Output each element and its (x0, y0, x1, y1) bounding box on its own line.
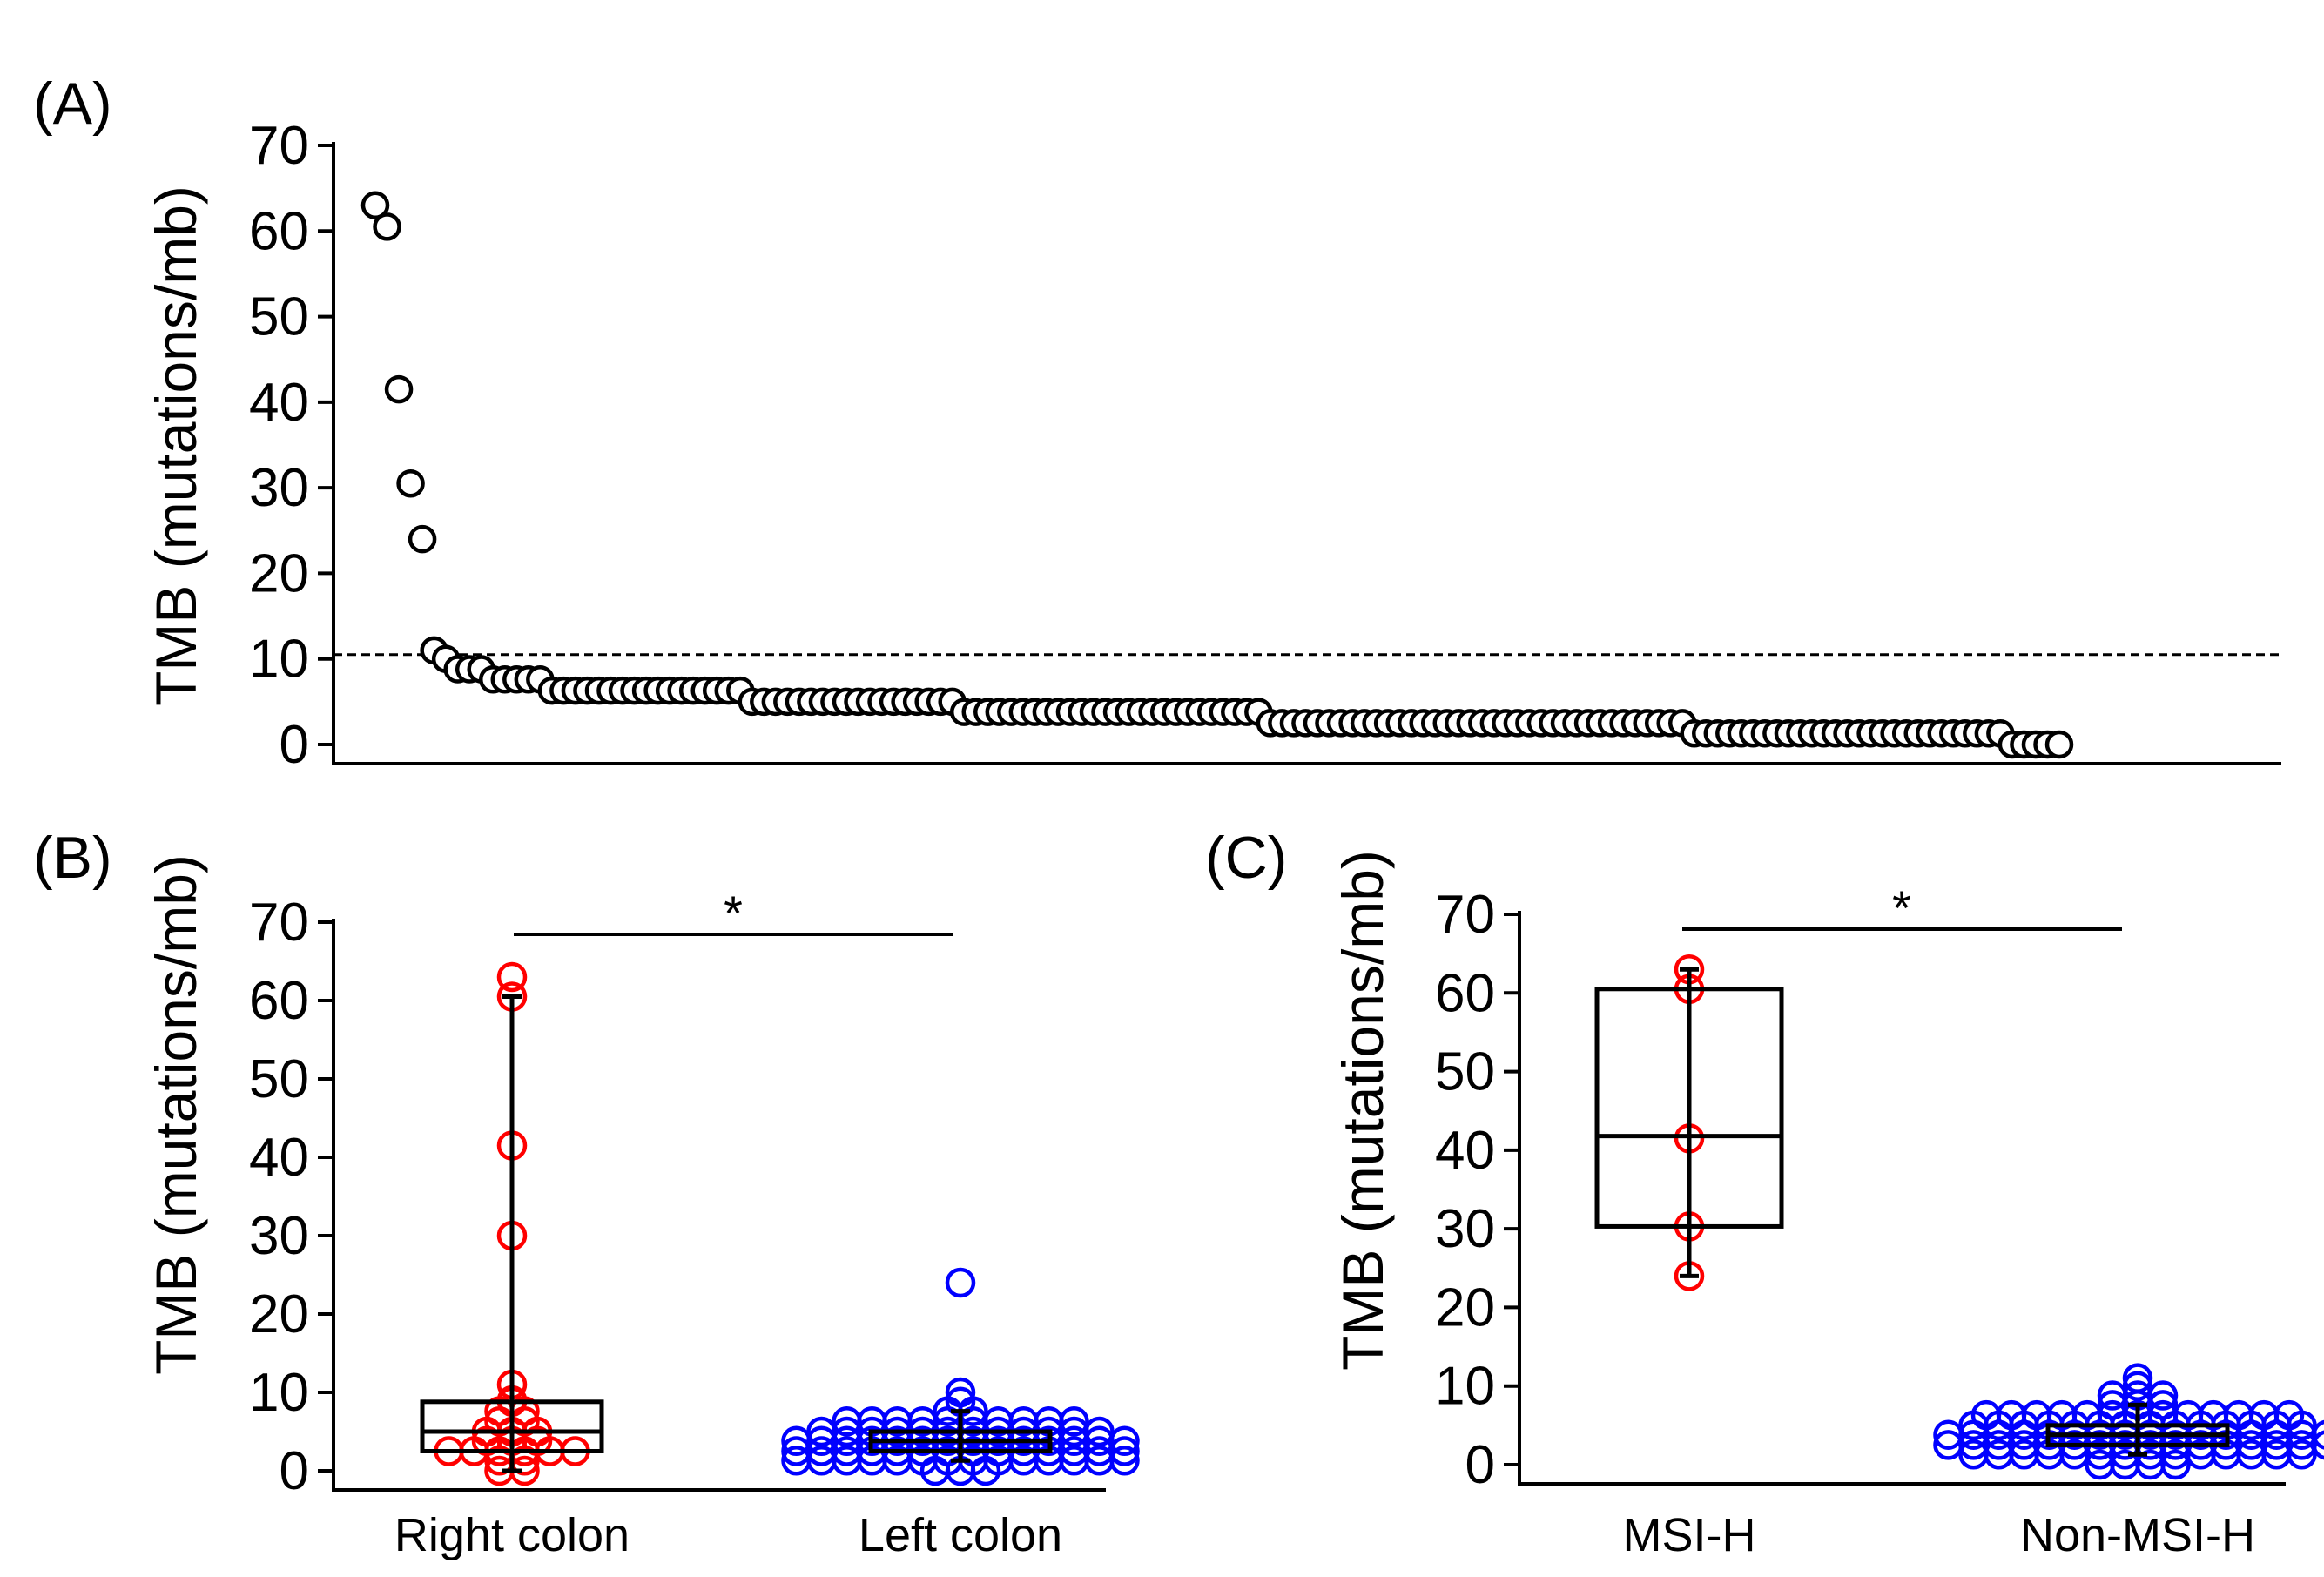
panel-b-point (1109, 1446, 1140, 1476)
panel-c-point (2312, 1419, 2324, 1450)
panel-c-ytick-label: 70 (1435, 885, 1495, 945)
panel-a-ytick-label: 40 (249, 373, 309, 433)
panel-a-ytick-label: 0 (280, 715, 309, 775)
panel-b: (B) TMB (mutations/mb) 0 10 20 30 40 50 60 70 R… (33, 825, 1140, 1561)
panel-b-axes: 0 10 20 30 40 50 60 70 (249, 893, 1106, 1501)
panel-a: (A) TMB (mutations/mb) 0 10 20 30 40 50 60 70 (33, 71, 2281, 775)
panel-c-ytick-label: 30 (1435, 1199, 1495, 1259)
panel-a-point (2044, 730, 2074, 759)
panel-a-point (408, 524, 437, 554)
panel-b-point (945, 1267, 976, 1298)
panel-b-ytick-label: 30 (249, 1206, 309, 1266)
panel-c-ytick-label: 10 (1435, 1357, 1495, 1417)
panel-a-ylabel: TMB (mutations/mb) (144, 185, 208, 706)
panel-a-point (373, 212, 401, 241)
panel-a-ytick-label: 20 (249, 543, 309, 603)
panel-b-point (1109, 1425, 1140, 1457)
panel-c-ytick-label: 20 (1435, 1277, 1495, 1338)
panel-c-category-label: Non-MSI-H (2020, 1509, 2255, 1561)
panel-b-ytick-label: 70 (249, 893, 309, 953)
panel-c-plot: MSI-H Non-MSI-H * (1594, 880, 2324, 1561)
panel-c-point (2122, 1371, 2153, 1401)
panel-b-point (1084, 1416, 1115, 1447)
panel-a-point (396, 468, 425, 498)
panel-c-group-box (1594, 987, 1784, 1229)
panel-c-point (2312, 1430, 2324, 1460)
panel-a-ytick-label: 10 (249, 630, 309, 690)
panel-c-ylabel: TMB (mutations/mb) (1330, 850, 1395, 1371)
panel-b-point (1059, 1406, 1089, 1437)
panel-b-plot: Right colon Left colon * (394, 886, 1140, 1561)
panel-b-label: (B) (33, 825, 112, 891)
panel-c-ytick-label: 40 (1435, 1121, 1495, 1181)
panel-c-label: (C) (1205, 825, 1287, 891)
panel-c-point (2147, 1390, 2179, 1420)
panel-c-axes: 0 10 20 30 40 50 60 70 (1435, 885, 2286, 1495)
panel-c: (C) TMB (mutations/mb) 0 10 20 30 40 50 60 70 M… (1205, 825, 2324, 1561)
panel-a-point (384, 374, 414, 404)
panel-c-ytick-label: 60 (1435, 963, 1495, 1023)
panel-a-points (360, 191, 2074, 759)
panel-b-category-label: Left colon (859, 1509, 1062, 1561)
panel-b-point (1109, 1436, 1140, 1466)
panel-b-ylabel: TMB (mutations/mb) (144, 854, 208, 1375)
panel-a-ytick-label: 30 (249, 458, 309, 518)
panel-a-ytick-label: 50 (249, 287, 309, 347)
panel-b-ytick-label: 50 (249, 1049, 309, 1109)
panel-b-ytick-label: 40 (249, 1128, 309, 1188)
panel-b-ytick-label: 20 (249, 1284, 309, 1344)
panel-c-ytick-label: 50 (1435, 1042, 1495, 1102)
panel-b-significance-star: * (724, 886, 743, 940)
panel-b-point (496, 961, 528, 993)
panel-a-ytick-label: 60 (249, 201, 309, 261)
panel-b-ytick-label: 0 (280, 1441, 309, 1501)
panel-b-category-label: Right colon (394, 1509, 630, 1561)
panel-c-category-label: MSI-H (1623, 1509, 1756, 1561)
panel-a-point (360, 191, 390, 220)
panel-c-point (2160, 1449, 2191, 1480)
panel-b-group-box (420, 1399, 604, 1454)
panel-c-point (2287, 1439, 2317, 1470)
panel-c-ytick-label: 0 (1465, 1435, 1495, 1495)
panel-a-axes: 0 10 20 30 40 50 60 70 (249, 116, 2281, 775)
panel-b-ytick-label: 10 (249, 1363, 309, 1423)
panel-a-label: (A) (33, 71, 112, 137)
panel-a-ytick-label: 70 (249, 116, 309, 176)
panel-b-ytick-label: 60 (249, 971, 309, 1031)
panel-c-point (2147, 1380, 2179, 1411)
panel-c-significance-star: * (1892, 880, 1911, 935)
